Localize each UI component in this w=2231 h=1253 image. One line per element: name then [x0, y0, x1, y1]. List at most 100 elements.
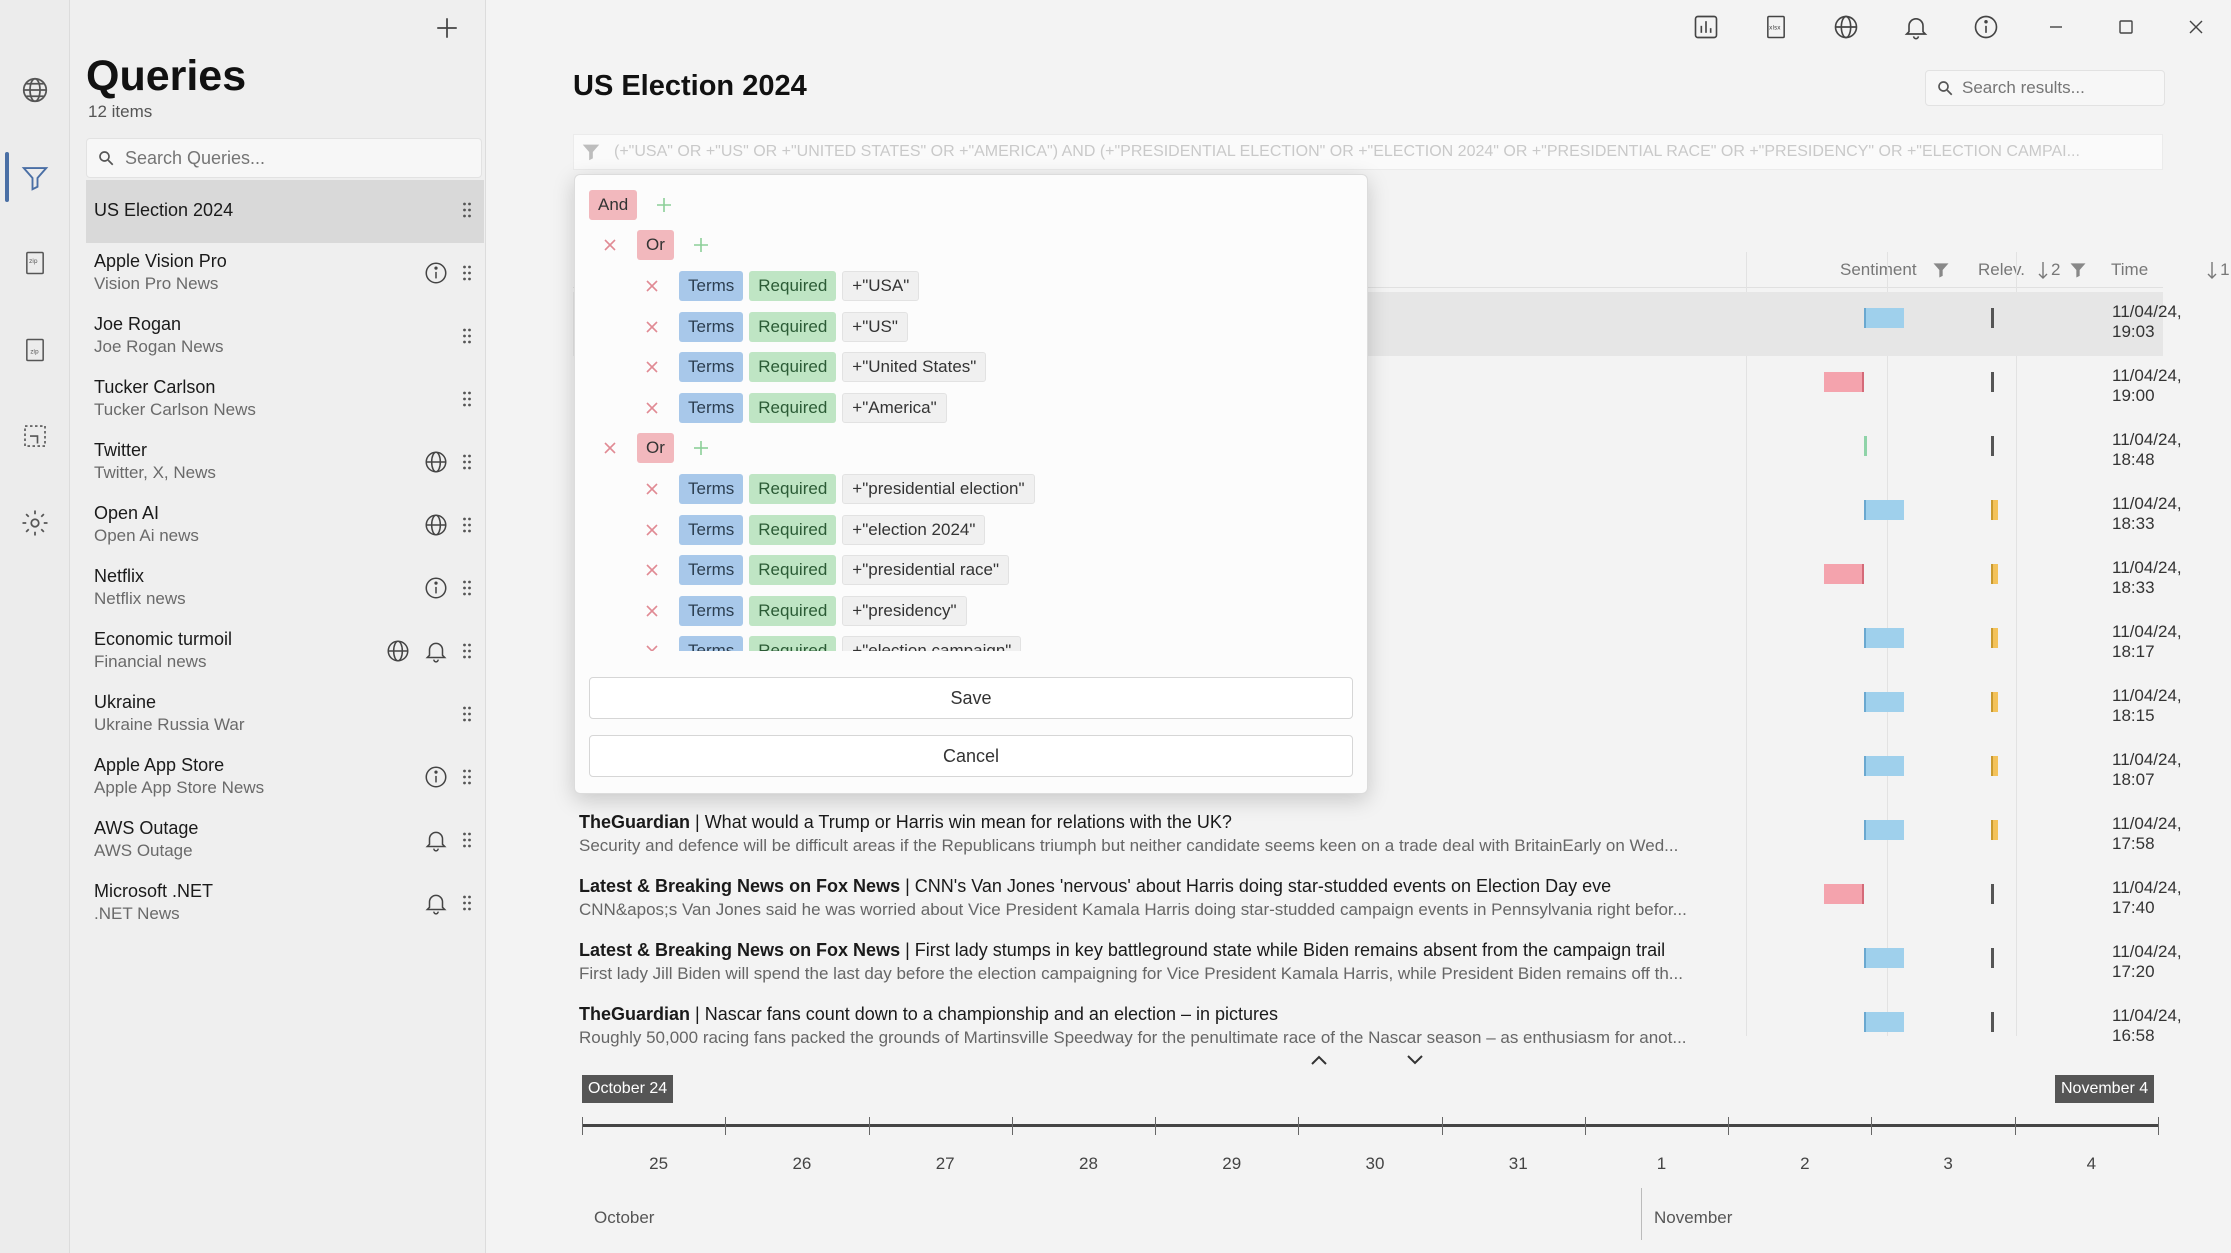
- terms-type-tag[interactable]: Terms: [679, 636, 744, 651]
- info-icon[interactable]: [422, 574, 450, 602]
- selection-icon[interactable]: [17, 418, 53, 454]
- query-item[interactable]: Netflix Netflix news: [86, 558, 484, 621]
- drag-handle-icon[interactable]: [460, 196, 474, 224]
- chart-icon[interactable]: [1671, 0, 1741, 54]
- zip-file-icon[interactable]: zip: [17, 332, 53, 368]
- add-query-button[interactable]: [429, 10, 465, 46]
- query-item[interactable]: Tucker Carlson Tucker Carlson News: [86, 369, 484, 432]
- remove-icon[interactable]: [641, 640, 663, 651]
- query-item[interactable]: AWS Outage AWS Outage: [86, 810, 484, 873]
- timeline-end-label[interactable]: November 4: [2055, 1075, 2155, 1103]
- query-item[interactable]: Apple Vision Pro Vision Pro News: [86, 243, 484, 306]
- results-search-box[interactable]: [1925, 70, 2165, 106]
- query-search-box[interactable]: [86, 138, 482, 178]
- table-row[interactable]: noncitizens from voting of U.S. citizens…: [573, 740, 2182, 804]
- query-item[interactable]: Ukraine Ukraine Russia War: [86, 684, 484, 747]
- filter-icon[interactable]: [17, 160, 53, 196]
- remove-icon[interactable]: [641, 600, 663, 622]
- cancel-button[interactable]: Cancel: [589, 735, 1353, 777]
- globe-icon[interactable]: [384, 637, 412, 665]
- drag-handle-icon[interactable]: [460, 700, 474, 728]
- table-row[interactable]: 11/04/24, 18:15: [573, 676, 2182, 740]
- required-mode-tag[interactable]: Required: [749, 555, 837, 585]
- news-source[interactable]: TheGuardian: [579, 812, 691, 832]
- remove-icon[interactable]: [599, 437, 621, 459]
- term-value-tag[interactable]: +"election 2024": [842, 514, 986, 545]
- drag-handle-icon[interactable]: [460, 889, 474, 917]
- term-value-tag[interactable]: +"presidency": [842, 595, 967, 626]
- news-source[interactable]: Latest & Breaking News on Fox News: [579, 940, 901, 960]
- required-mode-tag[interactable]: Required: [749, 595, 837, 626]
- close-button[interactable]: [2161, 0, 2231, 54]
- drag-handle-icon[interactable]: [460, 637, 474, 665]
- terms-type-tag[interactable]: Terms: [679, 392, 744, 423]
- drag-handle-icon[interactable]: [460, 763, 474, 791]
- required-mode-tag[interactable]: Required: [749, 474, 837, 504]
- add-icon[interactable]: [690, 437, 712, 459]
- table-row[interactable]: Latest & Breaking News on Fox News | CNN…: [573, 868, 2182, 932]
- sort-down-icon[interactable]: [2037, 260, 2049, 280]
- required-mode-tag[interactable]: Required: [749, 311, 837, 342]
- info-icon[interactable]: [422, 259, 450, 287]
- required-mode-tag[interactable]: Required: [749, 514, 837, 545]
- terms-type-tag[interactable]: Terms: [679, 352, 744, 382]
- sort-down-icon[interactable]: [2206, 260, 2218, 280]
- news-headline[interactable]: | CNN's Van Jones 'nervous' about Harris…: [900, 876, 1612, 896]
- drag-handle-icon[interactable]: [460, 322, 474, 350]
- remove-icon[interactable]: [641, 519, 663, 541]
- globe-icon[interactable]: [422, 448, 450, 476]
- relevance-header[interactable]: Relev. 2: [1978, 252, 2088, 288]
- bell-icon[interactable]: [422, 889, 450, 917]
- news-source[interactable]: Latest & Breaking News on Fox News: [579, 876, 901, 896]
- remove-icon[interactable]: [641, 478, 663, 500]
- remove-icon[interactable]: [641, 316, 663, 338]
- term-value-tag[interactable]: +"America": [842, 392, 947, 423]
- globe-icon[interactable]: [1811, 0, 1881, 54]
- chevron-up-icon[interactable]: [1304, 1048, 1334, 1072]
- terms-type-tag[interactable]: Terms: [679, 271, 744, 301]
- term-value-tag[interactable]: +"USA": [842, 271, 920, 301]
- news-source[interactable]: TheGuardian: [579, 1004, 691, 1024]
- remove-icon[interactable]: [641, 397, 663, 419]
- terms-type-tag[interactable]: Terms: [679, 311, 744, 342]
- terms-type-tag[interactable]: Terms: [679, 514, 744, 545]
- zip-icon[interactable]: zip: [17, 245, 53, 281]
- query-item[interactable]: Joe Rogan Joe Rogan News: [86, 306, 484, 369]
- query-item[interactable]: Twitter Twitter, X, News: [86, 432, 484, 495]
- required-mode-tag[interactable]: Required: [749, 271, 837, 301]
- and-operator-tag[interactable]: And: [589, 190, 638, 220]
- term-value-tag[interactable]: +"election campaign": [842, 636, 1022, 651]
- terms-type-tag[interactable]: Terms: [679, 555, 744, 585]
- query-item[interactable]: Apple App Store Apple App Store News: [86, 747, 484, 810]
- news-headline[interactable]: | What would a Trump or Harris win mean …: [690, 812, 1232, 832]
- gear-icon[interactable]: [17, 505, 53, 541]
- remove-icon[interactable]: [641, 559, 663, 581]
- globe-icon[interactable]: [17, 72, 53, 108]
- chevron-down-icon[interactable]: [1400, 1048, 1430, 1072]
- time-header[interactable]: Time 1: [2111, 252, 2230, 288]
- query-item[interactable]: Economic turmoil Financial news: [86, 621, 484, 684]
- or-operator-tag[interactable]: Or: [637, 433, 674, 463]
- query-item[interactable]: Microsoft .NET .NET News: [86, 873, 484, 936]
- info-icon[interactable]: [422, 763, 450, 791]
- bell-icon[interactable]: [422, 826, 450, 854]
- drag-handle-icon[interactable]: [460, 511, 474, 539]
- query-item[interactable]: US Election 2024: [86, 180, 484, 243]
- news-headline[interactable]: | First lady stumps in key battleground …: [900, 940, 1666, 960]
- save-button[interactable]: Save: [589, 677, 1353, 719]
- info-icon[interactable]: [1951, 0, 2021, 54]
- drag-handle-icon[interactable]: [460, 574, 474, 602]
- timeline-axis[interactable]: [582, 1124, 2158, 1127]
- term-value-tag[interactable]: +"presidential race": [842, 555, 1010, 585]
- query-item[interactable]: Open AI Open Ai news: [86, 495, 484, 558]
- timeline-start-label[interactable]: October 24: [582, 1075, 674, 1103]
- news-headline[interactable]: | Nascar fans count down to a championsh…: [690, 1004, 1279, 1024]
- table-row[interactable]: TheGuardian | Nascar fans count down to …: [573, 996, 2182, 1060]
- or-operator-tag[interactable]: Or: [637, 230, 674, 260]
- required-mode-tag[interactable]: Required: [749, 352, 837, 382]
- drag-handle-icon[interactable]: [460, 448, 474, 476]
- term-value-tag[interactable]: +"US": [842, 311, 908, 342]
- term-value-tag[interactable]: +"presidential election": [842, 474, 1035, 504]
- term-value-tag[interactable]: +"United States": [842, 352, 987, 382]
- filter-icon[interactable]: [1931, 260, 1951, 280]
